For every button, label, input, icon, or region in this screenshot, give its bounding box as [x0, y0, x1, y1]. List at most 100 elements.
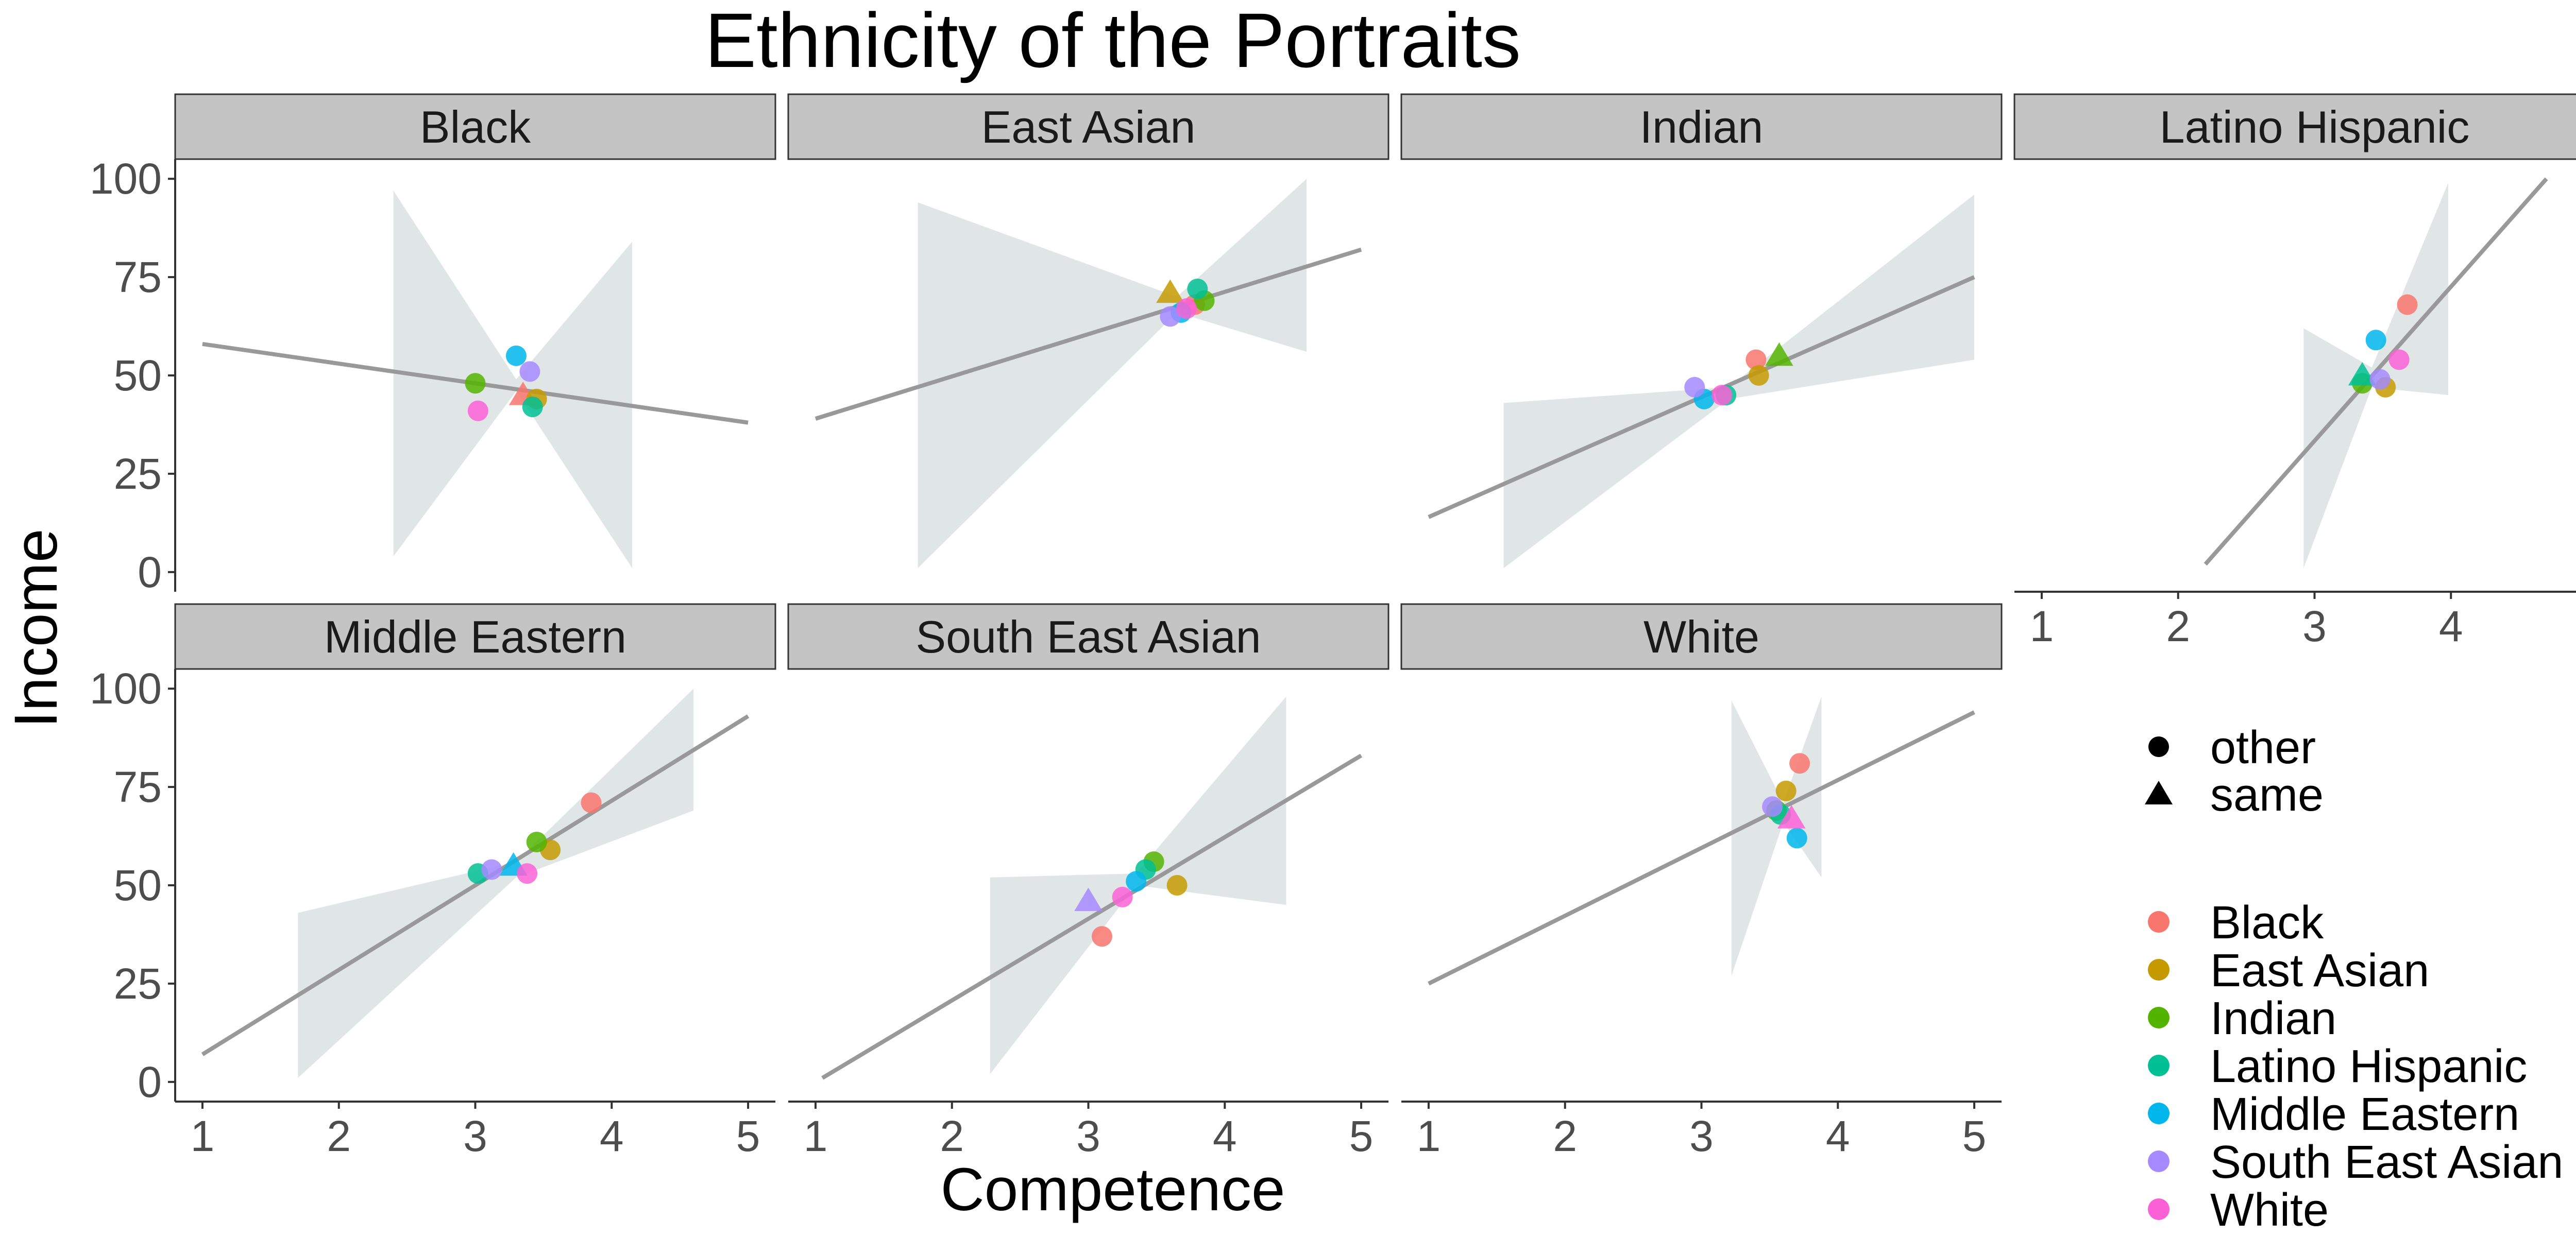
point-indian-white	[1711, 385, 1733, 406]
legend-color-black-swatch	[2148, 911, 2170, 933]
confidence-band-black	[393, 191, 632, 569]
x-tick-label-middle-eastern-2: 2	[327, 1112, 351, 1160]
point-east-asian-east-asian	[1156, 279, 1184, 303]
panel-indian: Indian	[1400, 93, 2003, 569]
facet-strip-south-east-asian	[787, 603, 1389, 670]
facet-strip-indian	[1400, 93, 2003, 160]
facet-strip-middle-eastern	[174, 603, 776, 670]
y-tick-label-black-50: 50	[114, 351, 162, 400]
y-tick-label-black-25: 25	[114, 450, 162, 498]
facet-label-south-east-asian: South East Asian	[916, 611, 1261, 662]
point-black-middle-eastern	[505, 345, 527, 366]
point-indian-indian	[1765, 342, 1793, 366]
x-axis-title: Competence	[940, 1156, 1285, 1224]
point-south-east-asian-south-east-asian	[1074, 887, 1103, 912]
x-tick-label-middle-eastern-3: 3	[463, 1112, 487, 1160]
legend-color-east-asian-label: East Asian	[2210, 945, 2429, 997]
legend-shape-other-label: other	[2210, 722, 2316, 774]
facet-label-latino-hispanic: Latino Hispanic	[2160, 101, 2470, 152]
x-tick-label-south-east-asian-4: 4	[1213, 1112, 1237, 1160]
point-middle-eastern-south-east-asian	[481, 859, 502, 880]
point-indian-black	[1745, 349, 1767, 370]
point-white-south-east-asian	[1762, 796, 1783, 817]
y-tick-label-middle-eastern-75: 75	[114, 763, 162, 811]
point-black-south-east-asian	[519, 361, 540, 382]
y-tick-label-black-100: 100	[90, 154, 162, 203]
point-latino-hispanic-black	[2397, 294, 2418, 315]
y-tick-label-middle-eastern-50: 50	[114, 861, 162, 909]
facet-strip-white	[1400, 603, 2003, 670]
legend-color-latino-hispanic-swatch	[2148, 1055, 2170, 1076]
x-tick-label-latino-hispanic-3: 3	[2302, 602, 2327, 650]
point-middle-eastern-white	[517, 863, 538, 884]
point-latino-hispanic-latino-hispanic	[2348, 362, 2377, 386]
panel-east-asian: East Asian	[787, 93, 1389, 569]
legend-color-indian-swatch	[2148, 1007, 2170, 1028]
x-tick-label-latino-hispanic-1: 1	[2030, 602, 2054, 650]
panel-white: White 1 2 3 4 5	[1400, 603, 2003, 1160]
x-tick-label-south-east-asian-1: 1	[804, 1112, 828, 1160]
point-black-indian	[465, 373, 486, 394]
legend-color-latino-hispanic-label: Latino Hispanic	[2210, 1041, 2527, 1092]
point-black-white	[467, 400, 488, 421]
point-south-east-asian-middle-eastern	[1126, 871, 1147, 892]
facet-label-indian: Indian	[1640, 101, 1764, 152]
legend-color-middle-eastern-swatch	[2148, 1103, 2170, 1124]
x-tick-label-latino-hispanic-5: 5	[2575, 602, 2576, 650]
x-tick-label-middle-eastern-5: 5	[736, 1112, 760, 1160]
facet-label-middle-eastern: Middle Eastern	[324, 611, 626, 662]
legend-shape-same-label: same	[2210, 769, 2324, 821]
y-axis-title: Income	[2, 529, 70, 728]
point-white-middle-eastern	[1786, 828, 1807, 849]
legend-color-indian-label: Indian	[2210, 993, 2336, 1044]
point-latino-hispanic-white	[2388, 349, 2410, 370]
confidence-band-middle-eastern	[298, 689, 694, 1078]
legend-color-south-east-asian-label: South East Asian	[2210, 1137, 2563, 1188]
x-tick-label-white-5: 5	[1962, 1112, 1987, 1160]
trend-line-east-asian	[815, 247, 1362, 421]
panel-latino-hispanic: Latino Hispanic 1 2 3 4 5	[2013, 93, 2576, 650]
point-latino-hispanic-middle-eastern	[2365, 330, 2386, 351]
legend-color-black-label: Black	[2210, 897, 2324, 949]
facet-strip-east-asian	[787, 93, 1389, 160]
panel-south-east-asian: South East Asian 1 2 3 4 5	[787, 603, 1389, 1160]
x-tick-label-south-east-asian-3: 3	[1076, 1112, 1100, 1160]
trend-line-south-east-asian	[821, 753, 1363, 1080]
legend-color-middle-eastern-label: Middle Eastern	[2210, 1089, 2519, 1140]
x-tick-label-middle-eastern-1: 1	[191, 1112, 215, 1160]
chart-title: Ethnicity of the Portraits	[705, 0, 1521, 83]
y-tick-label-middle-eastern-0: 0	[138, 1058, 162, 1106]
x-tick-label-south-east-asian-5: 5	[1349, 1112, 1374, 1160]
legend-shape-same-icon	[2145, 781, 2173, 804]
confidence-band-white	[1731, 696, 1822, 976]
facet-label-east-asian: East Asian	[981, 101, 1196, 152]
legend-shape-other-icon	[2148, 736, 2169, 757]
point-middle-eastern-black	[581, 792, 602, 813]
legend-color-white-swatch	[2148, 1198, 2170, 1220]
legend-color-east-asian-swatch	[2148, 959, 2170, 981]
point-indian-south-east-asian	[1684, 376, 1705, 398]
x-tick-label-white-3: 3	[1689, 1112, 1714, 1160]
x-tick-label-latino-hispanic-2: 2	[2166, 602, 2190, 650]
point-east-asian-latino-hispanic	[1187, 279, 1208, 299]
y-tick-label-black-75: 75	[114, 253, 162, 301]
x-tick-label-middle-eastern-4: 4	[600, 1112, 624, 1160]
x-tick-label-white-4: 4	[1826, 1112, 1850, 1160]
trend-line-middle-eastern	[201, 714, 750, 1056]
point-indian-east-asian	[1748, 365, 1769, 386]
x-tick-label-latino-hispanic-4: 4	[2439, 602, 2463, 650]
point-white-white	[1777, 805, 1806, 829]
point-east-asian-south-east-asian	[1160, 306, 1181, 327]
panel-black: Black 0 25 50 75 100	[90, 93, 776, 596]
facet-strip-black	[174, 93, 776, 160]
point-latino-hispanic-south-east-asian	[2369, 369, 2391, 390]
point-south-east-asian-white	[1112, 886, 1133, 907]
point-black-latino-hispanic	[522, 397, 543, 418]
legend-color-south-east-asian-swatch	[2148, 1151, 2170, 1172]
point-east-asian-white	[1176, 298, 1197, 319]
point-south-east-asian-east-asian	[1166, 875, 1188, 896]
point-white-east-asian	[1775, 780, 1797, 801]
